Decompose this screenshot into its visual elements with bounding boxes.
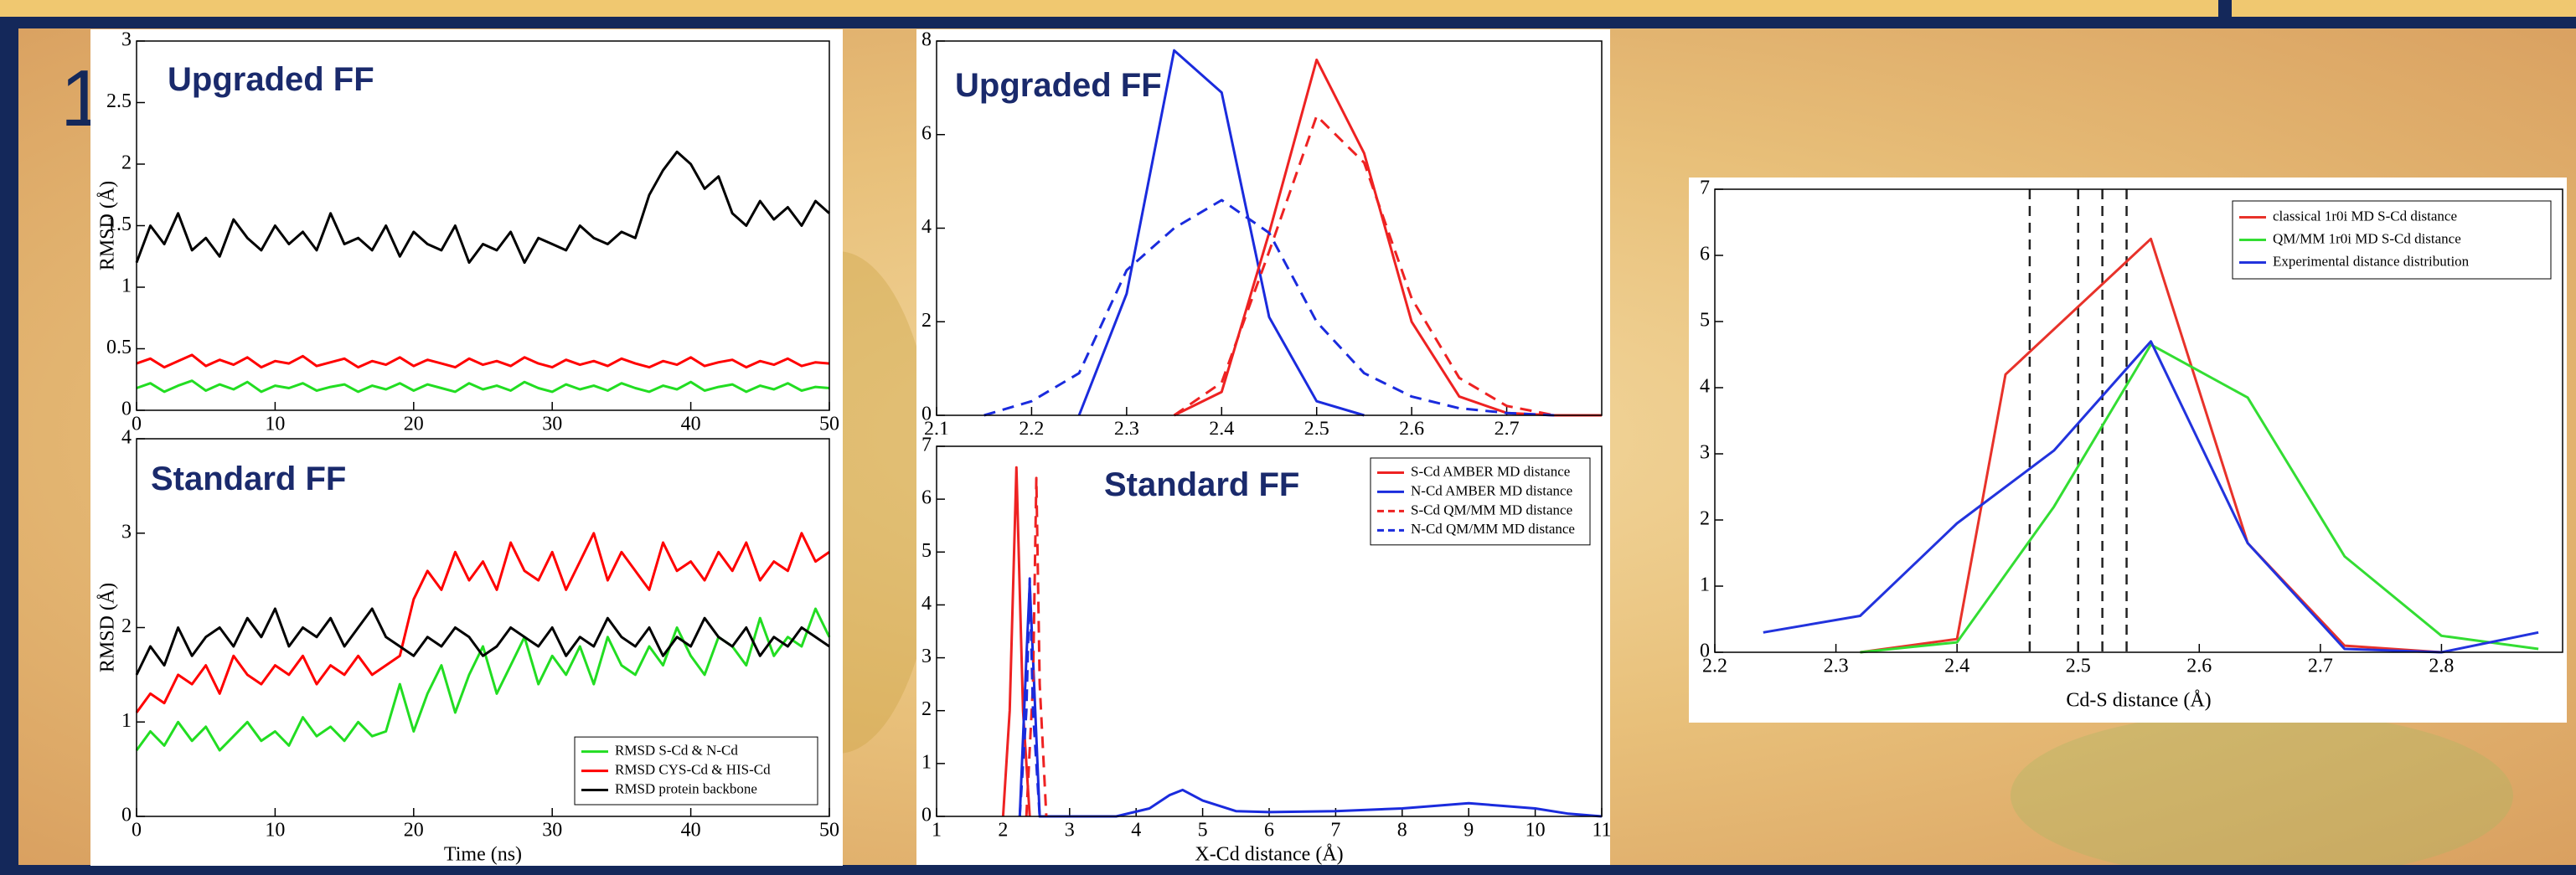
y-tick-label: 4: [121, 427, 132, 449]
x-tick-label: 2.5: [2066, 656, 2091, 677]
y-tick-label: 8: [921, 29, 932, 51]
background-strip: [0, 0, 2576, 17]
y-tick-label: 6: [921, 487, 932, 509]
legend-label: RMSD CYS-Cd & HIS-Cd: [615, 761, 771, 777]
y-tick-label: 2: [1700, 508, 1710, 530]
x-tick-label: 2.3: [1824, 656, 1849, 677]
y-tick-label: 2.5: [106, 90, 132, 112]
y-tick-label: 7: [1700, 178, 1710, 199]
x-tick-label: 2.8: [2429, 656, 2454, 677]
y-tick-label: 2: [121, 152, 132, 174]
x-tick-label: 30: [542, 820, 562, 842]
x-tick-label: 2: [998, 820, 1008, 842]
y-tick-label: 1: [921, 751, 932, 773]
x-axis-label: Cd-S distance (Å): [2066, 690, 2211, 712]
x-tick-label: 0: [132, 820, 142, 842]
y-tick-label: 0: [1700, 641, 1710, 662]
y-tick-label: 3: [921, 646, 932, 667]
y-tick-label: 4: [921, 216, 932, 238]
x-axis-label: X-Cd distance (Å): [1195, 844, 1343, 866]
y-tick-label: 0: [121, 805, 132, 826]
y-axis-label: RMSD (Å): [97, 583, 119, 672]
x-tick-label: 3: [1065, 820, 1075, 842]
y-tick-label: 2: [921, 310, 932, 332]
legend-label: classical 1r0i MD S-Cd distance: [2273, 208, 2457, 224]
x-tick-label: 40: [681, 820, 701, 842]
legend-label: N-Cd QM/MM MD distance: [1411, 521, 1575, 537]
x-tick-label: 10: [1525, 820, 1546, 842]
panel-annotation: Upgraded FF: [955, 67, 1162, 104]
y-tick-label: 6: [921, 122, 932, 144]
x-tick-label: 1: [932, 820, 942, 842]
y-tick-label: 7: [921, 435, 932, 456]
legend-label: RMSD protein backbone: [615, 780, 757, 796]
frame-left: [0, 17, 18, 875]
legend-label: RMSD S-Cd & N-Cd: [615, 743, 738, 759]
slide: 1 0102030405000.511.522.53Upgraded FFRMS…: [0, 0, 2576, 875]
background-shape: [2011, 712, 2513, 875]
y-tick-label: 3: [121, 29, 132, 51]
legend-label: S-Cd AMBER MD distance: [1411, 463, 1570, 479]
x-tick-label: 5: [1198, 820, 1208, 842]
legend-label: N-Cd AMBER MD distance: [1411, 482, 1572, 498]
y-tick-label: 2: [121, 615, 132, 637]
panel-annotation: Standard FF: [1104, 466, 1299, 503]
x-tick-label: 20: [404, 820, 424, 842]
x-tick-label: 11: [1592, 820, 1611, 842]
legend-label: S-Cd QM/MM MD distance: [1411, 502, 1572, 517]
x-tick-label: 2.4: [1944, 656, 1969, 677]
y-tick-label: 3: [121, 521, 132, 543]
frame-tab: [2218, 0, 2232, 28]
y-tick-label: 0: [121, 399, 132, 420]
y-tick-label: 4: [1700, 376, 1710, 398]
y-tick-label: 4: [921, 593, 932, 615]
y-tick-label: 2: [921, 698, 932, 720]
x-tick-label: 10: [265, 820, 285, 842]
y-tick-label: 1: [1700, 574, 1710, 596]
page: {"slide_label": "1", "chart_data": [ {"t…: [0, 0, 2576, 875]
y-tick-label: 3: [1700, 442, 1710, 464]
x-axis-label: Time (ns): [444, 844, 522, 866]
frame-top: [0, 17, 2576, 28]
y-tick-label: 0.5: [106, 337, 132, 358]
panel-annotation: Upgraded FF: [168, 61, 374, 98]
frame-bottom: [0, 865, 2576, 875]
y-tick-label: 6: [1700, 244, 1710, 265]
x-tick-label: 2.7: [2308, 656, 2333, 677]
y-tick-label: 1: [121, 710, 132, 732]
x-tick-label: 7: [1330, 820, 1340, 842]
x-tick-label: 8: [1397, 820, 1407, 842]
x-tick-label: 9: [1464, 820, 1474, 842]
y-tick-label: 5: [921, 540, 932, 562]
x-tick-label: 6: [1264, 820, 1274, 842]
y-axis-label: RMSD (Å): [97, 181, 119, 270]
panel-annotation: Standard FF: [151, 461, 346, 497]
x-tick-label: 4: [1131, 820, 1141, 842]
y-tick-label: 0: [921, 805, 932, 826]
x-tick-label: 2.6: [2186, 656, 2212, 677]
legend-label: QM/MM 1r0i MD S-Cd distance: [2273, 230, 2461, 246]
y-tick-label: 5: [1700, 310, 1710, 332]
legend-label: Experimental distance distribution: [2273, 253, 2470, 269]
y-tick-label: 1: [121, 275, 132, 297]
chart-panel: 0 10 20 30 40 50 0 1 2 3 4 RMSD S-Cd & N-Cd RMSD CYS…: [90, 427, 843, 867]
y-tick-label: 0: [921, 404, 932, 425]
x-tick-label: 50: [819, 820, 839, 842]
